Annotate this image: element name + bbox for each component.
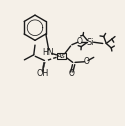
Polygon shape: [42, 62, 45, 72]
Text: As: As: [57, 53, 66, 59]
FancyBboxPatch shape: [57, 53, 66, 59]
Text: Si: Si: [86, 38, 94, 47]
Text: O: O: [83, 57, 89, 66]
Text: O: O: [69, 69, 75, 78]
Text: OH: OH: [36, 69, 49, 78]
Text: HN: HN: [42, 48, 54, 57]
Text: O: O: [76, 37, 82, 46]
